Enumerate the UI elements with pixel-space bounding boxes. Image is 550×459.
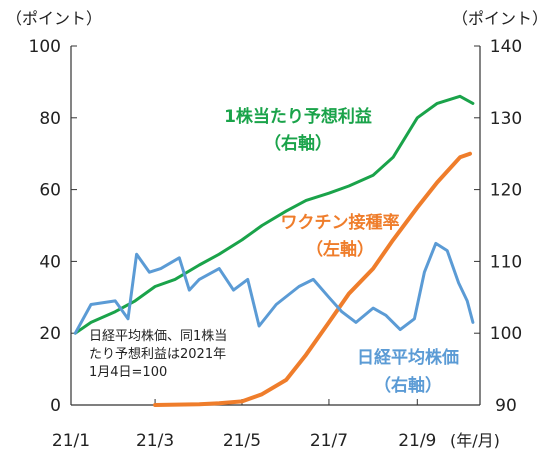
series-label-nikkei: 日経平均株価 （右軸） [357, 347, 459, 396]
series-label-vaccine: ワクチン接種率 （左軸） [281, 212, 400, 260]
annotation-line-2: たり予想利益は2021年 [89, 346, 226, 362]
left-tick-label: 20 [39, 324, 61, 344]
right-tick-label: 140 [490, 37, 522, 57]
right-tick-label: 120 [490, 181, 522, 201]
series-label-eps: 1株当たり予想利益 （右軸） [224, 106, 372, 154]
x-tick-label: 21/5 [223, 431, 261, 451]
series-label-nikkei-name: 日経平均株価 [357, 347, 459, 368]
series-layer [73, 94, 475, 407]
left-axis-ticks: 0 20 40 60 80 100 [29, 37, 77, 416]
annotation-line-1: 日経平均株価、同1株当 [89, 329, 227, 344]
series-label-eps-axis: （右軸） [264, 133, 332, 154]
x-axis-ticks: 21/1 21/3 21/5 21/7 21/9 [52, 399, 436, 451]
left-tick-label: 100 [29, 37, 61, 57]
x-tick-label: 21/7 [310, 431, 348, 451]
left-tick-label: 40 [39, 252, 61, 272]
annotation-note: 日経平均株価、同1株当 たり予想利益は2021年 1月4日=100 [89, 329, 227, 380]
x-tick-label: 21/3 [136, 431, 174, 451]
left-axis-unit: （ポイント） [6, 9, 102, 28]
right-tick-label: 110 [490, 252, 522, 272]
x-axis-unit: (年/月) [450, 431, 500, 450]
left-tick-label: 60 [39, 181, 61, 201]
right-axis-ticks: 90 100 110 120 130 140 [474, 37, 522, 416]
series-line-nikkei [73, 241, 475, 335]
plot-frame [70, 46, 481, 406]
annotation-line-3: 1月4日=100 [89, 365, 167, 380]
right-tick-label: 90 [495, 396, 517, 416]
left-tick-label: 0 [50, 396, 61, 416]
x-tick-label: 21/9 [398, 431, 436, 451]
series-label-vaccine-name: ワクチン接種率 [281, 212, 400, 233]
right-tick-label: 130 [490, 109, 522, 129]
series-label-vaccine-axis: （左軸） [306, 239, 374, 260]
series-line-vaccine [153, 151, 472, 407]
series-line-eps [73, 94, 475, 335]
right-tick-label: 100 [490, 324, 522, 344]
x-tick-label: 21/1 [52, 431, 90, 451]
left-tick-label: 80 [39, 109, 61, 129]
series-label-nikkei-axis: （右軸） [374, 375, 442, 396]
series-label-eps-name: 1株当たり予想利益 [224, 106, 372, 127]
right-axis-unit: （ポイント） [452, 9, 548, 28]
